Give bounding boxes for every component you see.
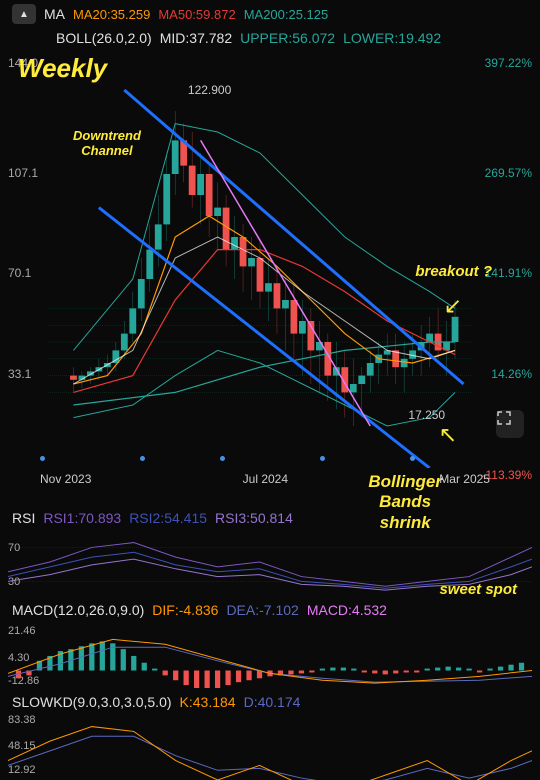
macd-chart[interactable]: 21.464.30-12.86 <box>8 620 532 688</box>
timeline-dot <box>40 456 45 461</box>
rsi3-value: RSI3:50.814 <box>215 510 293 526</box>
chart-plot-area[interactable]: Weekly Downtrend Channel breakout ? Boll… <box>48 48 472 468</box>
x-axis: Nov 2023 Jul 2024 Mar 2025 <box>0 468 540 490</box>
ma-label: MA <box>44 6 65 22</box>
kd-k: K:43.184 <box>180 694 236 710</box>
rsi-label: RSI <box>12 510 35 526</box>
rsi-panel: RSI RSI1:70.893 RSI2:54.415 RSI3:50.814 … <box>8 508 532 596</box>
rsi-svg <box>8 528 532 596</box>
timeline-dot <box>220 456 225 461</box>
boll-lower: LOWER:19.492 <box>343 30 441 46</box>
macd-label: MACD(12.0,26.0,9.0) <box>12 602 144 618</box>
timeline-dot <box>140 456 145 461</box>
indicator-top-bar: ▲ MA MA20:35.259 MA50:59.872 MA200:25.12… <box>0 0 540 28</box>
macd-svg <box>8 620 532 688</box>
kd-chart[interactable]: 83.3848.1512.92 <box>8 712 532 780</box>
bollinger-arrow-icon: ↖ <box>439 422 457 448</box>
macd-dif: DIF:-4.836 <box>152 602 218 618</box>
breakout-arrow-icon: ↙ <box>444 293 462 319</box>
ma50-value: MA50:59.872 <box>158 7 235 22</box>
kd-d: D:40.174 <box>244 694 301 710</box>
peak-price-label: 122.900 <box>188 83 231 97</box>
main-price-chart[interactable]: 144.0107.170.133.1 397.22%269.57%141.91%… <box>8 48 532 468</box>
xaxis-tick: Mar 2025 <box>439 472 490 486</box>
slowkd-panel: SLOWKD(9.0,3.0,3.0,5.0) K:43.184 D:40.17… <box>8 692 532 780</box>
boll-params: BOLL(26.0,2.0) <box>56 30 152 46</box>
fullscreen-button[interactable] <box>496 410 524 438</box>
kd-label: SLOWKD(9.0,3.0,3.0,5.0) <box>12 694 172 710</box>
xaxis-tick: Jul 2024 <box>243 472 288 486</box>
xaxis-tick: Nov 2023 <box>40 472 91 486</box>
collapse-button[interactable]: ▲ <box>12 4 36 24</box>
boll-mid: MID:37.782 <box>160 30 232 46</box>
kd-svg <box>8 712 532 780</box>
macd-value: MACD:4.532 <box>307 602 387 618</box>
y-axis-right: 397.22%269.57%141.91%14.26%-113.39% <box>472 48 532 468</box>
main-chart-svg <box>48 48 472 468</box>
boll-upper: UPPER:56.072 <box>240 30 335 46</box>
ma200-value: MA200:25.125 <box>244 7 329 22</box>
rsi2-value: RSI2:54.415 <box>129 510 207 526</box>
boll-header: BOLL(26.0,2.0) MID:37.782 UPPER:56.072 L… <box>0 28 540 48</box>
timeline-dot <box>410 456 415 461</box>
y-axis-left: 144.0107.170.133.1 <box>8 48 48 468</box>
rsi1-value: RSI1:70.893 <box>43 510 121 526</box>
rsi-chart[interactable]: 7030 sweet spot <box>8 528 532 596</box>
chevron-up-icon: ▲ <box>19 9 29 20</box>
timeline-dot <box>320 456 325 461</box>
macd-panel: MACD(12.0,26.0,9.0) DIF:-4.836 DEA:-7.10… <box>8 600 532 688</box>
ma20-value: MA20:35.259 <box>73 7 150 22</box>
trough-price-label: 17.250 <box>408 408 445 422</box>
macd-dea: DEA:-7.102 <box>226 602 298 618</box>
fullscreen-icon <box>496 410 512 426</box>
